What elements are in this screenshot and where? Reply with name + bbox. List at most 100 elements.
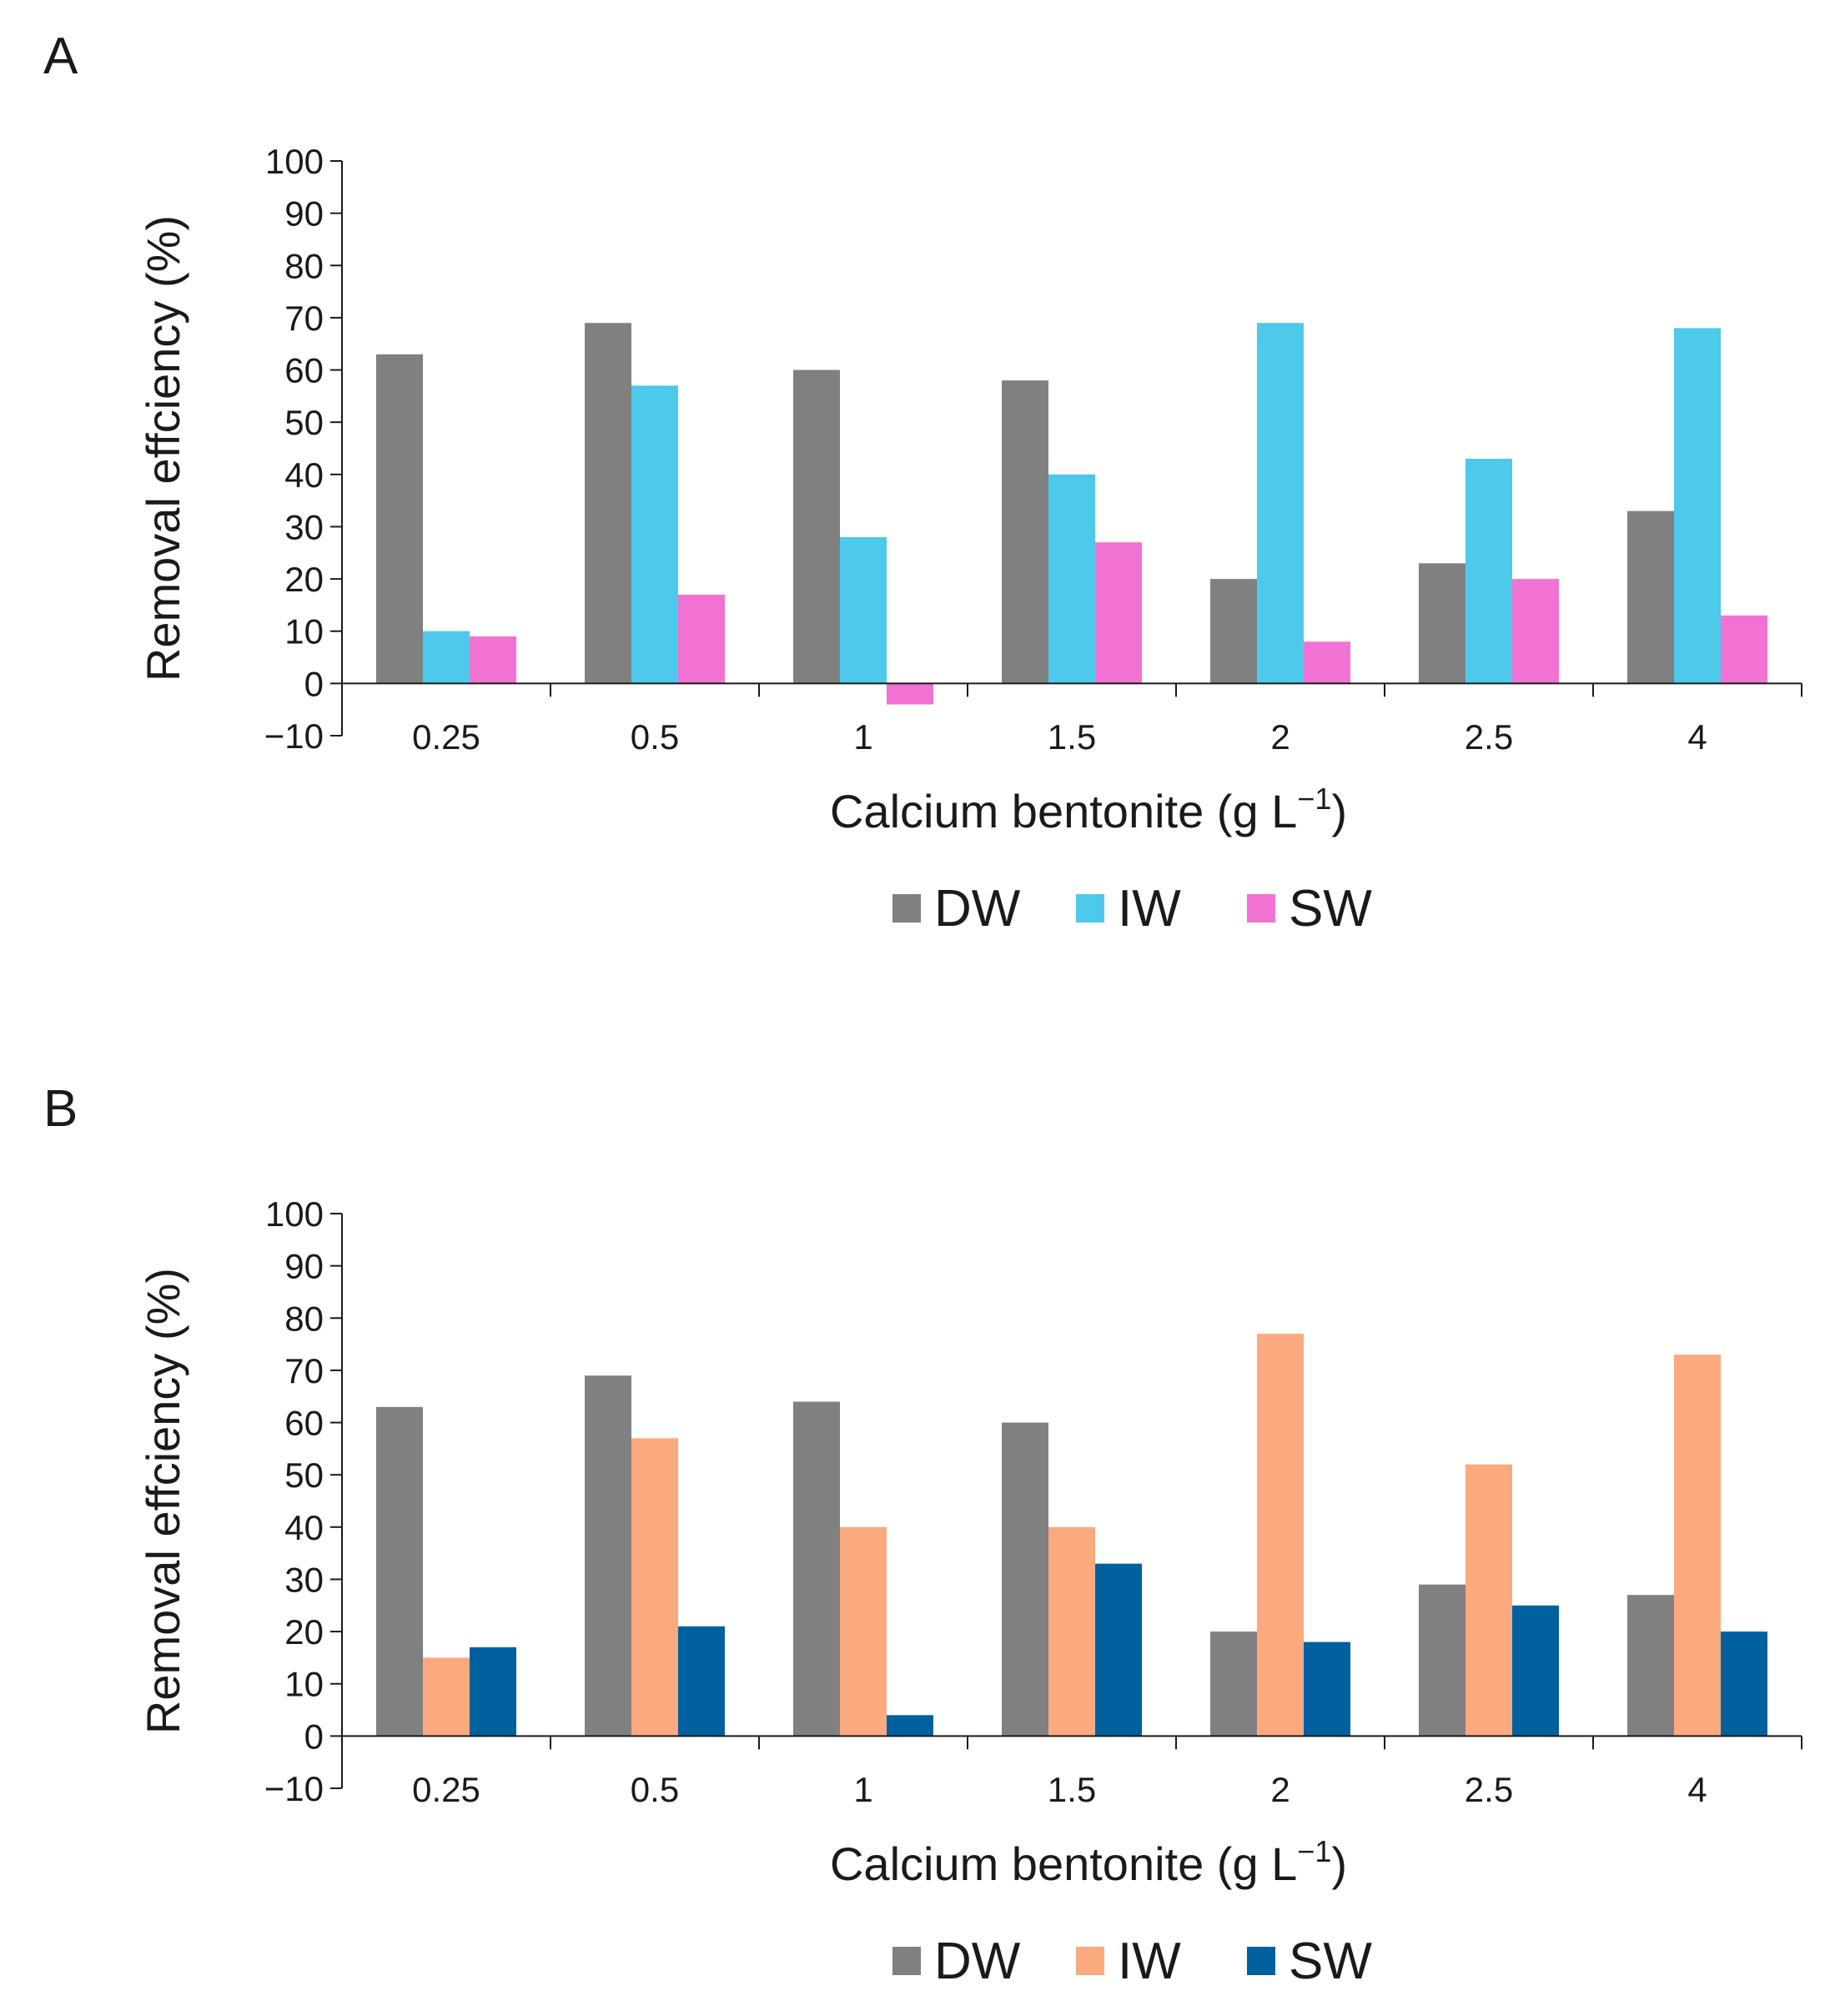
x-tick-label: 4 [1687,717,1707,757]
y-axis-title: Removal effciency (%) [137,215,189,681]
bar-dw-2 [1210,579,1257,684]
bar-sw-2.5 [1512,579,1559,684]
bar-dw-0.5 [585,1375,631,1737]
legend: DW IW SW [892,880,1372,938]
bar-sw-4 [1721,1631,1767,1737]
x-tick-label: 2.5 [1465,717,1513,757]
bar-iw-1.5 [1048,474,1095,684]
bars [376,1334,1767,1737]
y-tick-label: 0 [304,1717,324,1756]
bar-dw-2.5 [1419,1584,1466,1737]
y-tick-label: 10 [284,612,324,651]
bar-iw-1 [840,537,887,684]
legend-label-iw: IW [1118,1933,1181,1990]
bar-iw-0.25 [423,631,470,684]
chart-panel-b: B −10 0 10 20 30 40 50 60 70 80 90 100 0.25 0.5 1 1.5 2 2.… [43,1080,1802,1990]
bar-sw-1.5 [1095,542,1142,684]
bar-dw-0.25 [376,354,423,684]
bar-iw-2.5 [1466,1464,1512,1737]
legend-label-sw: SW [1289,880,1372,938]
bar-iw-0.5 [631,385,678,684]
legend-label-dw: DW [934,1933,1021,1990]
x-tick-label: 4 [1687,1770,1707,1809]
legend-swatch-iw [1076,1947,1104,1975]
bar-dw-4 [1627,1595,1674,1737]
x-tick-label: 0.5 [631,1770,679,1809]
x-tick-label: 1.5 [1048,717,1096,757]
x-tick-label: 2 [1270,1770,1290,1809]
bar-dw-0.5 [585,323,631,684]
bar-sw-1.5 [1095,1563,1142,1737]
y-tick-label: 90 [284,194,324,234]
bar-sw-0.5 [678,594,725,684]
y-tick-label: 40 [284,455,324,495]
x-tick-label: 1 [853,1770,872,1809]
y-tick-label: −10 [264,716,324,756]
bar-sw-2 [1304,1641,1350,1737]
x-tick-label: 0.5 [631,717,679,757]
bars [376,323,1767,705]
bar-dw-2 [1210,1631,1257,1737]
bar-sw-2.5 [1512,1605,1559,1737]
y-tick-label: 80 [284,1299,324,1338]
y-tick-label: −10 [264,1769,324,1808]
y-tick-label: 10 [284,1665,324,1704]
y-tick-label: 60 [284,1404,324,1443]
legend-swatch-dw [892,894,921,923]
bar-sw-0.25 [470,1646,516,1737]
bar-sw-0.5 [678,1626,725,1737]
bar-iw-0.25 [423,1657,470,1737]
y-tick-label: 50 [284,403,324,442]
bar-iw-2 [1257,323,1304,684]
y-tick-label: 40 [284,1508,324,1547]
bar-iw-4 [1674,328,1721,684]
y-tick-label: 70 [284,299,324,338]
y-tick-label: 100 [265,142,324,181]
legend-swatch-sw [1247,1947,1275,1975]
y-tick-label: 20 [284,1612,324,1652]
bar-iw-1.5 [1048,1526,1095,1737]
chart-panel-a: A −10 0 10 20 30 40 50 60 70 80 90 100 0.25 0.5 1 1.5 2 2.… [43,28,1802,938]
x-axis-title: Calcium bentonite (g L−1) [830,1834,1347,1890]
panel-label: A [43,28,78,85]
bar-sw-0.25 [470,636,516,684]
bar-dw-2.5 [1419,563,1466,684]
x-tick-label: 0.25 [412,1770,480,1809]
bar-iw-0.5 [631,1438,678,1737]
x-tick-label: 2 [1270,717,1290,757]
bar-iw-4 [1674,1355,1721,1737]
x-tick-label: 0.25 [412,717,480,757]
y-tick-label: 100 [265,1194,324,1234]
x-tick-label: 1 [853,717,872,757]
legend-label-dw: DW [934,880,1021,938]
bar-iw-2 [1257,1334,1304,1737]
bar-dw-0.25 [376,1406,423,1737]
bar-sw-2 [1304,641,1350,684]
y-tick-label: 50 [284,1455,324,1495]
bar-dw-4 [1627,510,1674,684]
y-tick-label: 30 [284,507,324,546]
legend-swatch-dw [892,1947,921,1975]
legend-label-iw: IW [1118,880,1181,938]
legend-swatch-sw [1247,894,1275,923]
bar-dw-1.5 [1002,380,1048,684]
bar-sw-1 [887,683,933,705]
bar-dw-1 [793,1401,840,1737]
bar-dw-1 [793,370,840,684]
bar-sw-4 [1721,615,1767,684]
bar-iw-1 [840,1526,887,1737]
y-tick-label: 0 [304,664,324,703]
y-tick-label: 30 [284,1560,324,1599]
x-tick-label: 2.5 [1465,1770,1513,1809]
bar-dw-1.5 [1002,1422,1048,1737]
y-tick-label: 80 [284,246,324,285]
legend: DW IW SW [892,1933,1372,1990]
x-tick-label: 1.5 [1048,1770,1096,1809]
legend-swatch-iw [1076,894,1104,923]
y-tick-label: 90 [284,1247,324,1286]
legend-label-sw: SW [1289,1933,1372,1990]
y-tick-label: 70 [284,1351,324,1390]
y-tick-label: 20 [284,560,324,599]
bar-sw-1 [887,1715,933,1737]
